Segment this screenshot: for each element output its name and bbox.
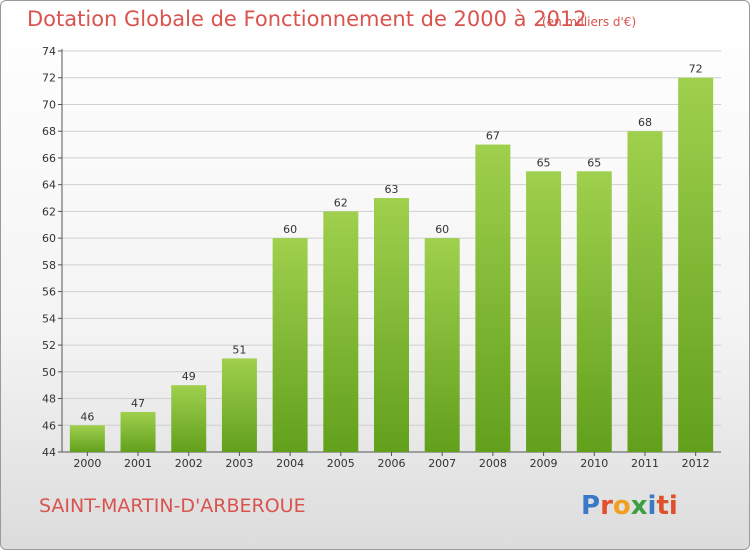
bar-2002	[171, 385, 207, 452]
value-label-2010: 65	[587, 156, 601, 169]
value-label-2007: 60	[435, 223, 449, 236]
y-tick-label: 50	[42, 366, 56, 379]
y-tick-label: 46	[42, 419, 56, 432]
value-label-2004: 60	[283, 223, 297, 236]
x-tick-label-2011: 2011	[631, 457, 659, 470]
value-label-2008: 67	[486, 130, 500, 143]
chart-subtitle: (en milliers d'€)	[542, 15, 637, 29]
y-tick-label: 58	[42, 259, 56, 272]
y-tick-label: 70	[42, 98, 56, 111]
x-tick-label-2005: 2005	[327, 457, 355, 470]
value-label-2011: 68	[638, 116, 652, 129]
y-tick-label: 64	[42, 179, 56, 192]
y-tick-label: 62	[42, 205, 56, 218]
bar-2010	[576, 171, 612, 453]
y-tick-label: 56	[42, 286, 56, 299]
x-tick-label-2002: 2002	[175, 457, 203, 470]
y-tick-label: 72	[42, 72, 56, 85]
x-tick-label-2012: 2012	[682, 457, 710, 470]
y-tick-label: 48	[42, 393, 56, 406]
x-tick-label-2010: 2010	[580, 457, 608, 470]
chart-title: Dotation Globale de Fonctionnement de 20…	[27, 7, 587, 31]
value-label-2005: 62	[334, 196, 348, 209]
y-tick-label: 44	[42, 446, 56, 459]
bar-2004	[272, 238, 308, 452]
bar-2011	[627, 131, 663, 452]
value-label-2000: 46	[80, 410, 94, 423]
x-tick-label-2006: 2006	[378, 457, 406, 470]
value-label-2002: 49	[182, 370, 196, 383]
x-tick-label-2007: 2007	[428, 457, 456, 470]
y-tick-label: 74	[42, 45, 56, 58]
value-label-2003: 51	[232, 343, 246, 356]
bar-2005	[323, 211, 359, 452]
labels: 46 2000 47 2001 49 2002 51 2003 60 2004 62 2005 63 20…	[73, 63, 709, 470]
value-label-2009: 65	[537, 156, 551, 169]
y-tick-label: 68	[42, 125, 56, 138]
bar-2007	[424, 238, 460, 452]
y-tick-label: 52	[42, 339, 56, 352]
value-label-2012: 72	[689, 63, 703, 76]
bar-2000	[69, 425, 105, 452]
x-tick-label-2009: 2009	[530, 457, 558, 470]
bars	[69, 77, 714, 453]
value-label-2001: 47	[131, 397, 145, 410]
x-tick-label-2008: 2008	[479, 457, 507, 470]
y-tick-label: 66	[42, 152, 56, 165]
x-tick-label-2003: 2003	[225, 457, 253, 470]
bar-2009	[526, 171, 562, 453]
commune-name: SAINT-MARTIN-D'ARBEROUE	[39, 495, 306, 517]
y-tick-label: 60	[42, 232, 56, 245]
bar-2001	[120, 411, 156, 452]
x-tick-label-2000: 2000	[73, 457, 101, 470]
y-tick-label: 54	[42, 312, 56, 325]
bar-2012	[678, 77, 714, 452]
bar-2006	[374, 198, 409, 452]
bar-2008	[475, 144, 511, 453]
bar-2003	[221, 358, 257, 452]
x-tick-label-2001: 2001	[124, 457, 152, 470]
proxiti-logo[interactable]: Proxiti	[581, 491, 678, 521]
value-label-2006: 63	[385, 183, 399, 196]
x-tick-label-2004: 2004	[276, 457, 304, 470]
